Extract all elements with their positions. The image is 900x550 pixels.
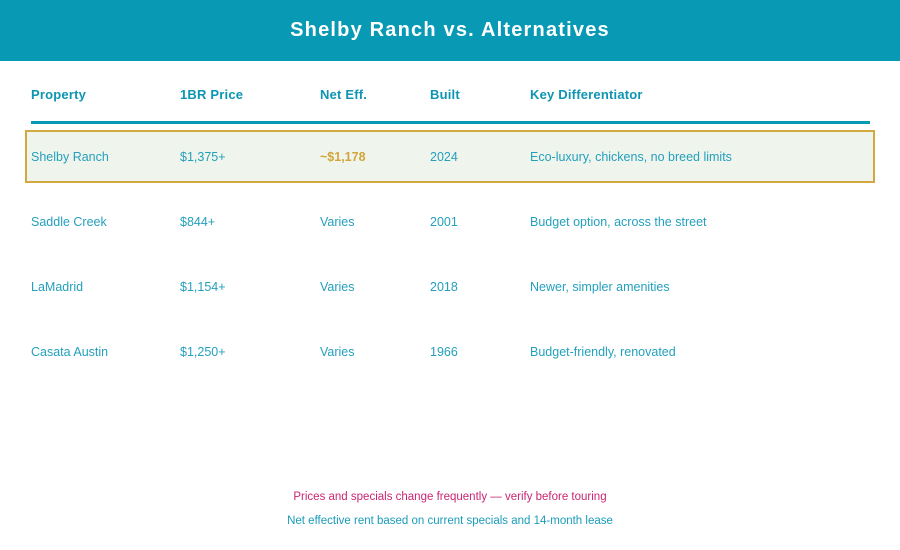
title-banner: Shelby Ranch vs. Alternatives <box>0 0 900 61</box>
table-row-shelby-ranch: Shelby Ranch $1,375+ ~$1,178 2024 Eco-lu… <box>25 130 875 183</box>
footer-note-secondary: Net effective rent based on current spec… <box>287 515 613 527</box>
column-header-price: 1BR Price <box>180 86 244 102</box>
footer-note-primary: Prices and specials change frequently — … <box>293 491 607 503</box>
column-header-property: Property <box>31 86 87 102</box>
cell-net-eff: Varies <box>320 279 355 294</box>
cell-net-eff: ~$1,178 <box>320 149 366 164</box>
cell-price: $844+ <box>180 214 216 229</box>
cell-differentiator: Eco-luxury, chickens, no breed limits <box>530 149 732 164</box>
table-row-saddle-creek: Saddle Creek $844+ Varies 2001 Budget op… <box>31 189 870 254</box>
cell-price: $1,154+ <box>180 279 226 294</box>
cell-net-eff: Varies <box>320 344 355 359</box>
cell-differentiator: Budget option, across the street <box>530 214 707 229</box>
column-header-built: Built <box>430 86 460 102</box>
cell-property: Saddle Creek <box>31 214 107 229</box>
cell-price: $1,375+ <box>180 149 226 164</box>
cell-built: 1966 <box>430 344 458 359</box>
table-row-casata-austin: Casata Austin $1,250+ Varies 1966 Budget… <box>31 319 870 384</box>
comparison-table: Property 1BR Price Net Eff. Built Key Di… <box>25 61 875 384</box>
cell-property: Shelby Ranch <box>31 149 109 164</box>
cell-differentiator: Newer, simpler amenities <box>530 279 670 294</box>
cell-property: Casata Austin <box>31 344 109 359</box>
column-header-net-eff: Net Eff. <box>320 86 368 102</box>
cell-net-eff: Varies <box>320 214 355 229</box>
column-header-differentiator: Key Differentiator <box>530 86 643 102</box>
table-header-row: Property 1BR Price Net Eff. Built Key Di… <box>31 61 870 124</box>
table-row-lamadrid: LaMadrid $1,154+ Varies 2018 Newer, simp… <box>31 254 870 319</box>
cell-price: $1,250+ <box>180 344 226 359</box>
cell-property: LaMadrid <box>31 279 84 294</box>
cell-built: 2018 <box>430 279 458 294</box>
cell-differentiator: Budget-friendly, renovated <box>530 344 676 359</box>
page: Shelby Ranch vs. Alternatives Property 1… <box>0 0 900 527</box>
page-title: Shelby Ranch vs. Alternatives <box>290 19 610 41</box>
cell-built: 2024 <box>430 149 458 164</box>
cell-built: 2001 <box>430 214 458 229</box>
footer-notes: Prices and specials change frequently — … <box>0 491 900 527</box>
